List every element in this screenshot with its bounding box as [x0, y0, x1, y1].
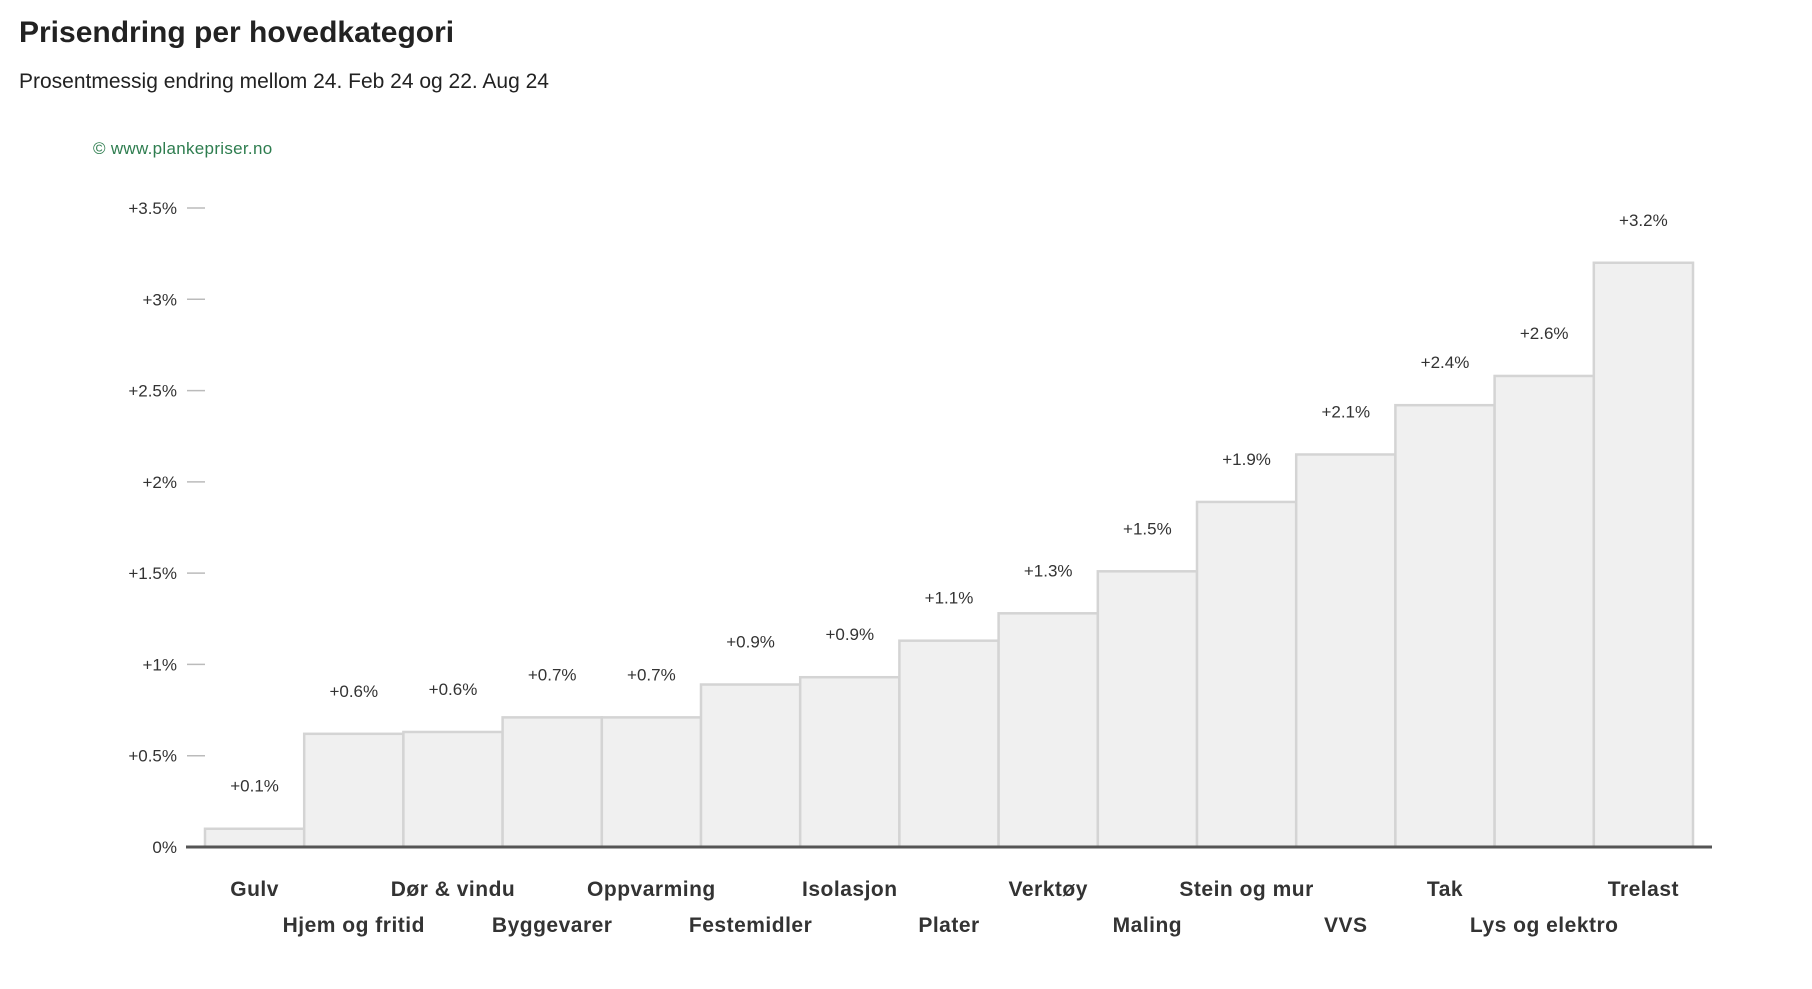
bar[interactable] [203, 827, 306, 849]
bar[interactable] [898, 639, 1000, 849]
x-tick-label: Stein og mur [1179, 878, 1313, 901]
y-tick-label: +0.5% [128, 747, 177, 766]
y-tick-label: 0% [152, 838, 177, 857]
bar[interactable] [402, 730, 504, 849]
bar[interactable] [501, 716, 604, 849]
y-tick-label: +3.5% [128, 199, 177, 218]
x-tick-label: VVS [1324, 914, 1368, 937]
x-tick-label: Gulv [230, 878, 279, 901]
bar[interactable] [699, 683, 802, 849]
y-tick-label: +2% [143, 473, 178, 492]
data-labels: +0.1% +0.6% +0.6% +0.7% +0.7% +0.9% +0.9% +1.1%… [230, 211, 1667, 796]
x-tick-label: Festemidler [689, 914, 812, 937]
y-axis: 0% +0.5% +1% +1.5% +2% +2.5% +3% +3.5% [128, 199, 205, 857]
data-label: +1.5% [1123, 519, 1172, 538]
x-tick-label: Trelast [1608, 878, 1679, 901]
data-label: +1.3% [1024, 561, 1073, 580]
bar[interactable] [1394, 403, 1496, 849]
data-label: +1.1% [925, 589, 974, 608]
x-tick-label: Byggevarer [492, 914, 613, 937]
data-label: +0.9% [726, 633, 775, 652]
y-tick-label: +3% [143, 290, 178, 309]
bar[interactable] [997, 612, 1100, 849]
bar[interactable] [1592, 261, 1695, 849]
bars [203, 261, 1695, 849]
x-tick-label: Hjem og fritid [283, 914, 425, 937]
data-label: +2.4% [1421, 353, 1470, 372]
x-tick-label: Plater [918, 914, 979, 937]
data-label: +1.9% [1222, 450, 1271, 469]
x-tick-label: Maling [1113, 914, 1183, 937]
bar[interactable] [600, 716, 703, 849]
bar[interactable] [798, 675, 901, 849]
x-tick-label: Lys og elektro [1470, 914, 1619, 937]
x-tick-label: Verktøy [1009, 878, 1088, 901]
y-tick-label: +1% [143, 655, 178, 674]
bar[interactable] [1493, 374, 1596, 849]
x-tick-label: Isolasjon [802, 878, 898, 901]
chart-title: Prisendring per hovedkategori [19, 16, 455, 49]
data-label: +0.9% [825, 625, 874, 644]
data-label: +0.7% [627, 665, 676, 684]
bar[interactable] [1096, 570, 1199, 849]
y-tick-label: +1.5% [128, 564, 177, 583]
data-label: +2.1% [1321, 402, 1370, 421]
x-tick-label: Tak [1427, 878, 1463, 901]
y-tick-label: +2.5% [128, 382, 177, 401]
data-label: +0.6% [329, 682, 378, 701]
chart-subtitle: Prosentmessig endring mellom 24. Feb 24 … [19, 70, 549, 93]
x-tick-label: Oppvarming [587, 878, 716, 901]
bar[interactable] [1195, 500, 1298, 849]
credit-link[interactable]: © www.plankepriser.no [93, 139, 273, 158]
data-label: +3.2% [1619, 211, 1668, 230]
data-label: +0.7% [528, 665, 577, 684]
data-label: +0.1% [230, 777, 279, 796]
data-label: +0.6% [429, 680, 478, 699]
data-label: +2.6% [1520, 324, 1569, 343]
x-tick-label: Dør & vindu [391, 878, 516, 901]
bar[interactable] [1294, 453, 1397, 849]
bar[interactable] [302, 732, 405, 849]
